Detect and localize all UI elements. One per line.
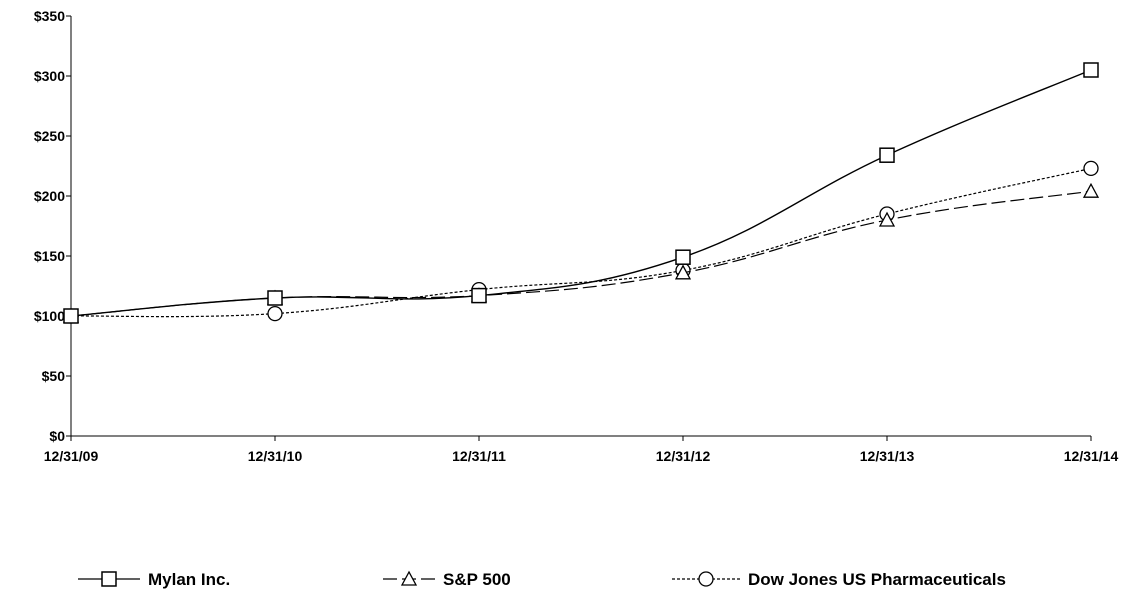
x-tick-label: 12/31/09 — [44, 448, 99, 464]
series-circle — [63, 160, 1099, 324]
legend-label: Dow Jones US Pharmaceuticals — [748, 570, 1006, 589]
y-tick-label: $100 — [34, 308, 65, 324]
legend-marker — [101, 571, 117, 587]
data-point — [471, 287, 487, 304]
data-point — [1082, 182, 1100, 198]
legend-label: Mylan Inc. — [148, 570, 230, 589]
data-point — [878, 211, 896, 227]
x-tick-label: 12/31/10 — [248, 448, 303, 464]
series-lines — [62, 62, 1100, 324]
y-axis: $0 $50 $100 $150 $200 $250 $300 $350 — [34, 8, 72, 444]
y-tick-label: $300 — [34, 68, 65, 84]
legend: Mylan Inc. S&P 500 Dow Jones US Pharmaceut… — [78, 570, 1006, 589]
y-tick-label: $200 — [34, 188, 65, 204]
data-point — [267, 305, 283, 322]
legend-marker — [698, 571, 714, 587]
y-tick-label: $50 — [42, 368, 66, 384]
x-axis: 12/31/09 12/31/10 12/31/11 12/31/12 12/31/13… — [44, 435, 1119, 464]
series-square — [63, 62, 1099, 324]
legend-marker — [400, 570, 418, 586]
x-tick-label: 12/31/13 — [860, 448, 915, 464]
legend-item: Dow Jones US Pharmaceuticals — [672, 570, 1006, 589]
data-point — [1083, 160, 1099, 177]
data-point — [675, 249, 691, 265]
data-point — [267, 290, 283, 306]
legend-item: S&P 500 — [383, 570, 511, 589]
data-point — [879, 147, 895, 163]
y-tick-label: $250 — [34, 128, 65, 144]
legend-label: S&P 500 — [443, 570, 511, 589]
x-tick-label: 12/31/14 — [1064, 448, 1119, 464]
x-tick-label: 12/31/12 — [656, 448, 711, 464]
data-point — [63, 308, 79, 324]
y-tick-label: $0 — [49, 428, 65, 444]
data-point — [1083, 62, 1099, 78]
series-line — [70, 190, 1092, 317]
x-tick-label: 12/31/11 — [452, 448, 506, 464]
series-line — [70, 69, 1092, 317]
legend-item: Mylan Inc. — [78, 570, 230, 589]
series-line — [70, 167, 1092, 318]
y-tick-label: $150 — [34, 248, 65, 264]
data-point — [674, 264, 692, 280]
y-tick-label: $350 — [34, 8, 65, 24]
